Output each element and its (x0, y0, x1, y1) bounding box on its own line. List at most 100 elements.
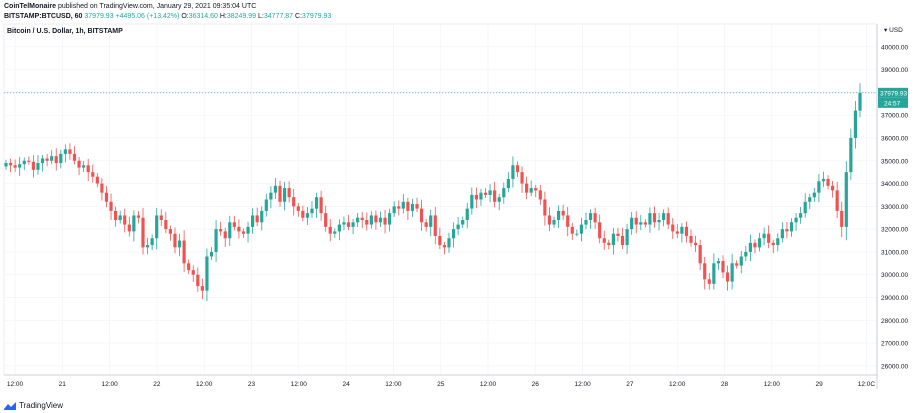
candle-body (447, 238, 451, 248)
y-tick-label: 40000.00 (881, 44, 908, 51)
candle-body (666, 213, 670, 225)
candle-body (177, 240, 182, 248)
publisher-name[interactable]: CoinTelMonaire (4, 3, 56, 10)
candle-body (716, 261, 721, 264)
candle-body (693, 242, 698, 246)
candle-body (328, 226, 332, 234)
candle-body (4, 163, 8, 167)
candle-body (68, 149, 72, 154)
candle-body (684, 226, 689, 236)
candle-body (579, 224, 584, 234)
candle-body (607, 242, 611, 246)
candle-body (493, 190, 497, 202)
x-tick-label: 25 (437, 381, 445, 388)
candle-body (369, 215, 373, 225)
candle-body (771, 242, 775, 246)
brand-label[interactable]: TradingView (19, 401, 64, 410)
candle-body (538, 190, 542, 200)
x-tick-label: 24 (342, 381, 350, 388)
candle-body (465, 208, 469, 221)
candle-body (598, 222, 602, 239)
candle-body (360, 217, 364, 221)
candle-body (470, 194, 474, 209)
candle-body (757, 238, 762, 248)
candle-body (86, 165, 90, 173)
candle-body (209, 251, 214, 257)
candle-body (63, 149, 67, 154)
candle-body (780, 229, 784, 239)
candle-body (721, 261, 725, 273)
candle-body (301, 210, 305, 218)
candle-body (429, 215, 433, 227)
candle-body (159, 215, 163, 221)
candle-body (150, 238, 154, 246)
candle-body (123, 215, 127, 225)
candle-body (104, 192, 109, 202)
candles (4, 83, 862, 302)
chart-area[interactable]: 26000.00 27000.00 28000.00 29000.00 30000.00… (0, 20, 914, 394)
candle-body (365, 220, 369, 225)
candle-body (187, 263, 191, 271)
candle-body (634, 217, 638, 225)
candle-body (831, 185, 835, 191)
candle-body (853, 110, 858, 138)
low-label: L: (258, 13, 264, 20)
candle-body (826, 178, 830, 186)
candle-body (72, 153, 77, 161)
candle-body (100, 183, 104, 193)
candle-body (707, 279, 711, 284)
candlestick-chart[interactable]: 26000.00 27000.00 28000.00 29000.00 30000.00… (0, 20, 914, 394)
candle-body (114, 210, 118, 221)
candle-body (680, 226, 684, 234)
candle-body (739, 256, 743, 266)
candle-body (278, 185, 282, 202)
candle-body (22, 160, 26, 165)
candle-body (438, 235, 442, 246)
candle-body (543, 199, 547, 216)
candle-body (45, 158, 49, 161)
candle-body (461, 220, 465, 225)
candle-body (8, 163, 13, 166)
candle-body (342, 222, 346, 225)
candle-body (502, 188, 506, 198)
high-label: H: (219, 13, 227, 20)
candle-body (168, 229, 173, 234)
candle-body (273, 185, 278, 193)
candle-body (237, 226, 241, 232)
candle-body (566, 215, 570, 227)
candle-body (182, 240, 186, 264)
y-tick-label: 26000.00 (881, 363, 908, 370)
candle-body (397, 206, 401, 209)
candle-body (835, 190, 839, 211)
x-tick-label: 29 (815, 381, 823, 388)
countdown-label: 24:57 (884, 100, 901, 107)
candle-body (552, 220, 556, 225)
candle-body (812, 192, 816, 198)
x-tick-label: 12:00 (669, 381, 686, 388)
x-tick-label: 12:00 (764, 381, 781, 388)
candle-body (40, 158, 45, 164)
last-price-tag-label: 37979.93 (880, 90, 907, 97)
candle-body (337, 224, 341, 232)
candle-body (27, 160, 31, 162)
candle-body (525, 183, 529, 193)
candle-body (630, 217, 634, 230)
candle-body (392, 206, 396, 214)
candle-body (799, 213, 803, 218)
candle-body (497, 197, 501, 202)
y-tick-label: 29000.00 (881, 295, 908, 302)
candle-body (840, 210, 844, 227)
candle-body (401, 201, 405, 209)
candle-body (419, 208, 424, 223)
candle-body (246, 226, 250, 234)
x-tick-label: 12:00 (291, 381, 308, 388)
candle-body (219, 229, 223, 232)
candle-body (744, 251, 748, 257)
x-tick-label: 12:00 (101, 381, 118, 388)
candle-body (616, 233, 620, 236)
candle-body (662, 213, 666, 221)
candle-body (556, 210, 561, 221)
candle-body (54, 156, 58, 164)
last-price-tag (878, 87, 908, 98)
candle-body (228, 222, 232, 239)
